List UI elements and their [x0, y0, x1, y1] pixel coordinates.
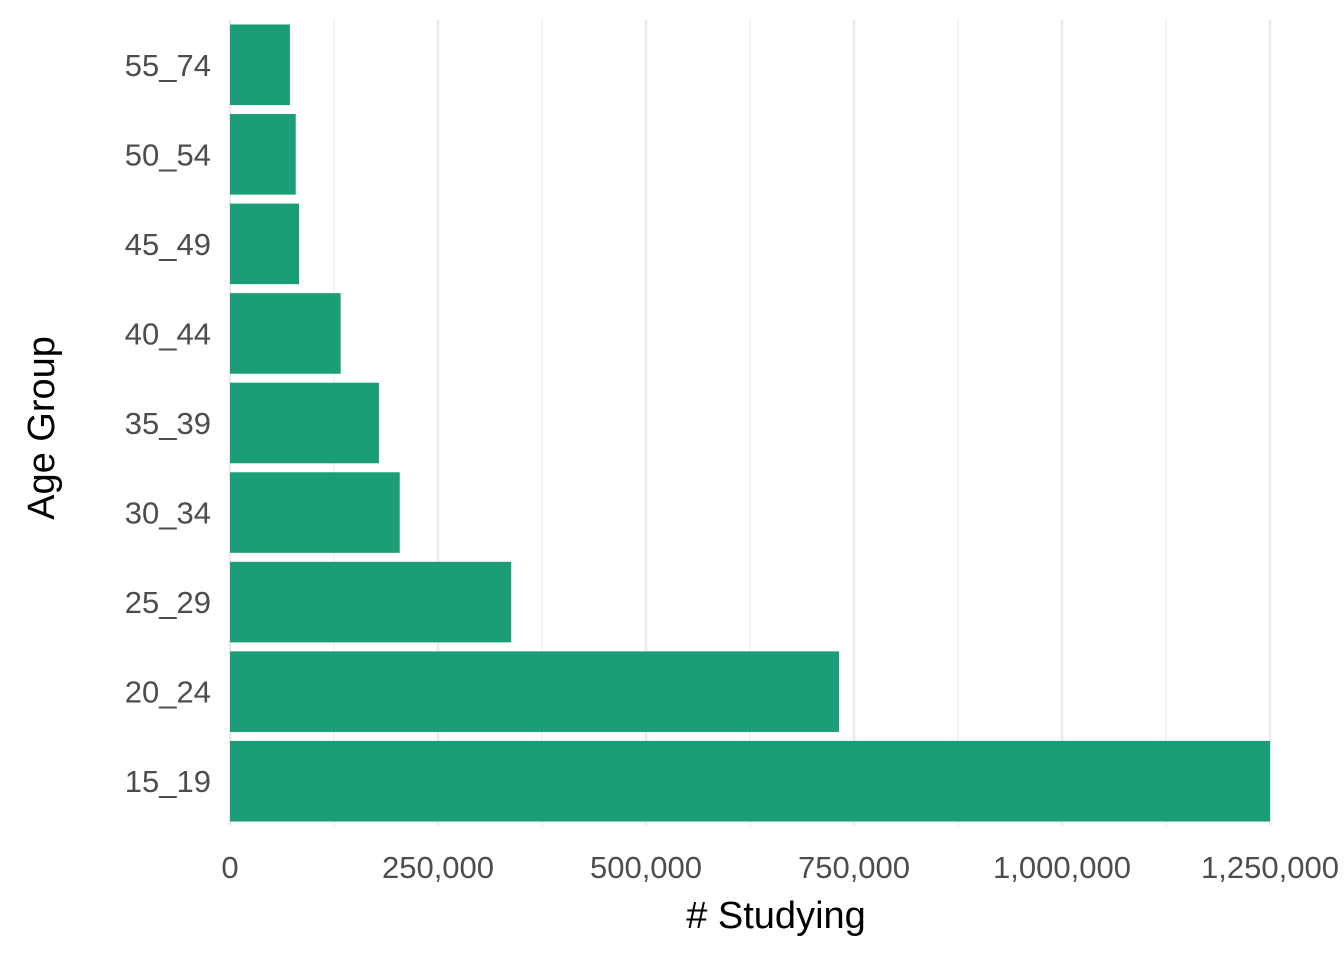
y-tick-label: 30_34: [125, 496, 211, 531]
bar-45_49: [230, 203, 300, 285]
y-axis-title: Age Group: [21, 336, 63, 520]
y-tick-label: 55_74: [125, 48, 211, 83]
x-axis-title: # Studying: [686, 895, 866, 937]
bar-15_19: [230, 740, 1270, 822]
x-tick-label: 1,000,000: [993, 850, 1131, 885]
y-axis-tick-labels: 15_19 20_24 25_29 30_34 35_39 40_44 45_49 50_54…: [125, 48, 211, 799]
bar-40_44: [230, 293, 341, 374]
bar-50_54: [230, 114, 296, 195]
y-tick-label: 15_19: [125, 764, 211, 799]
y-tick-label: 35_39: [125, 406, 211, 441]
x-axis-tick-labels: 0 250,000 500,000 750,000 1,000,000 1,250,000: [221, 850, 1339, 885]
x-tick-label: 500,000: [590, 850, 702, 885]
y-tick-label: 20_24: [125, 675, 211, 710]
bar-25_29: [230, 561, 512, 643]
x-tick-label: 250,000: [382, 850, 494, 885]
bar-20_24: [230, 651, 840, 732]
x-tick-label: 0: [221, 850, 238, 885]
x-tick-label: 750,000: [798, 850, 910, 885]
bar-55_74: [230, 24, 290, 106]
y-tick-label: 25_29: [125, 585, 211, 620]
y-tick-label: 45_49: [125, 227, 211, 262]
gridlines: [228, 20, 1272, 826]
y-tick-label: 50_54: [125, 137, 211, 172]
bar-35_39: [230, 382, 379, 464]
bars: [230, 24, 1270, 822]
x-tick-label: 1,250,000: [1201, 850, 1339, 885]
y-tick-label: 40_44: [125, 316, 211, 351]
bar-30_34: [230, 472, 400, 553]
